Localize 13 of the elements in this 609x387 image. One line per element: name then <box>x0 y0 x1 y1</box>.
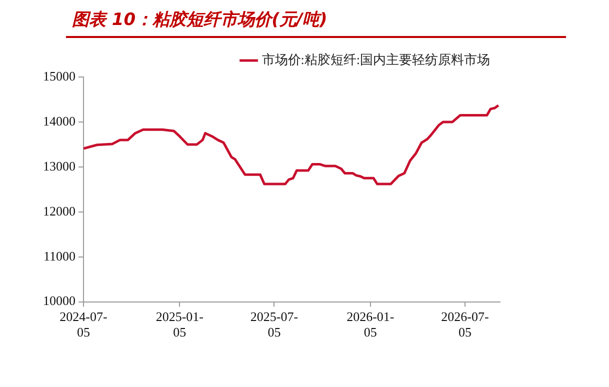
y-tick-label: 15000 <box>43 68 76 84</box>
legend-label: 市场价:粘胶短纤:国内主要轻纺原料市场 <box>262 52 490 67</box>
chart-title: 图表 10：粘胶短纤市场价(元/吨) <box>72 9 328 31</box>
x-tick-label: 2025-01- 05 <box>156 309 204 340</box>
y-tick-label: 13000 <box>43 158 76 174</box>
y-tick-label: 11000 <box>43 248 76 264</box>
x-tick-label: 2025-07- 05 <box>250 309 298 340</box>
y-tick-label: 12000 <box>43 203 76 218</box>
y-tick-label: 10000 <box>43 293 76 308</box>
x-tick-label: 2026-01- 05 <box>346 309 394 340</box>
y-tick-label: 14000 <box>43 113 76 128</box>
x-tick-label: 2024-07- 05 <box>60 309 108 340</box>
x-tick-label: 2026-07- 05 <box>441 309 489 340</box>
